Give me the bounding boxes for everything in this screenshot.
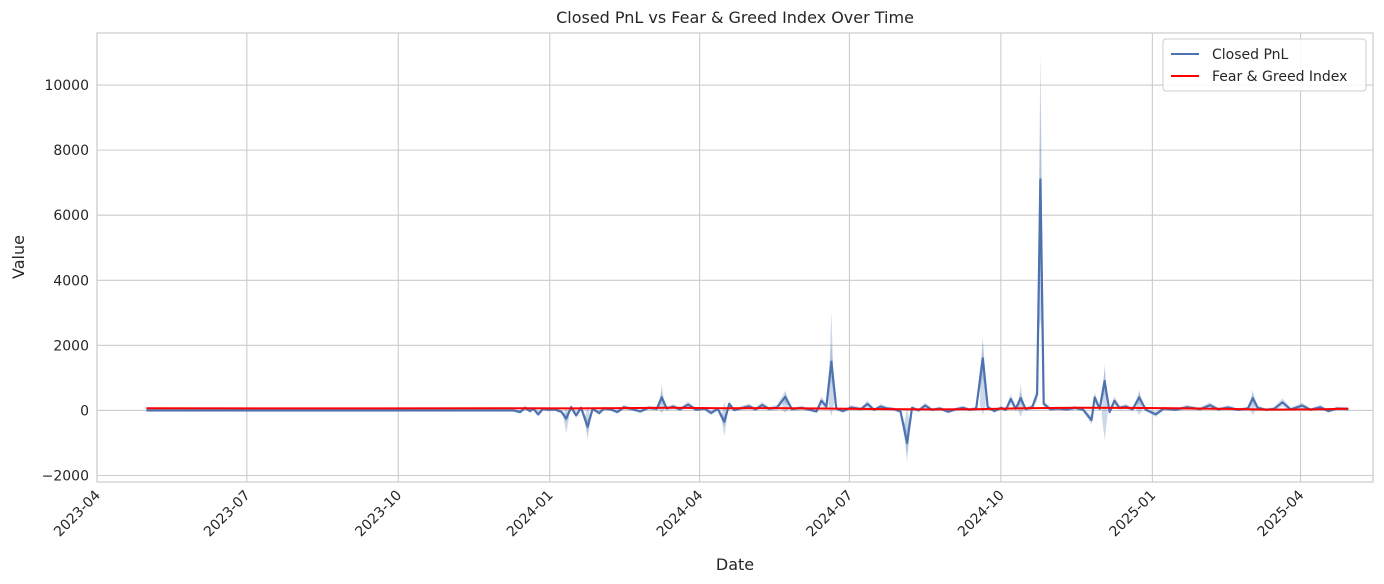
x-axis-title: Date [716, 555, 754, 574]
y-tick-label: 2000 [53, 338, 89, 354]
y-tick-labels: −2000 0 2000 4000 6000 8000 10000 [42, 78, 89, 484]
x-tick-label: 2023-04 [51, 487, 104, 540]
legend: Closed PnL Fear & Greed Index [1162, 38, 1367, 92]
y-tick-label: −2000 [42, 468, 89, 484]
x-tick-label: 2024-01 [504, 488, 557, 541]
x-tick-labels: 2023-04 2023-07 2023-10 2024-01 2024-04 2024-… [51, 487, 1307, 540]
y-axis-title: Value [9, 235, 28, 279]
y-tick-label: 8000 [53, 143, 89, 159]
plot-area [97, 33, 1373, 482]
pnl-band-spike [904, 406, 911, 463]
x-tick-label: 2023-10 [352, 488, 405, 541]
series-line-fear-greed [146, 406, 1349, 411]
chart-title: Closed PnL vs Fear & Greed Index Over Ti… [556, 8, 914, 27]
series-line-closed-pnl [146, 178, 1349, 445]
x-tick-label: 2024-10 [955, 488, 1008, 541]
legend-label-fear-greed: Fear & Greed Index [1212, 69, 1347, 85]
x-tick-label: 2025-04 [1255, 487, 1308, 540]
legend-label-closed-pnl: Closed PnL [1212, 47, 1289, 63]
y-tick-label: 0 [80, 403, 89, 419]
plot-frame [96, 32, 1374, 483]
y-tick-label: 6000 [53, 208, 89, 224]
x-tick-label: 2025-01 [1107, 488, 1160, 541]
x-tick-label: 2024-07 [804, 488, 857, 541]
y-tick-label: 4000 [53, 273, 89, 289]
series-lines [146, 178, 1349, 445]
y-tick-label: 10000 [44, 78, 89, 94]
legend-box [1162, 38, 1367, 92]
pnl-band-spike [1101, 363, 1108, 440]
x-tick-label: 2023-07 [201, 488, 254, 541]
x-tick-label: 2024-04 [654, 487, 707, 540]
pnl-band-spike [979, 337, 986, 416]
